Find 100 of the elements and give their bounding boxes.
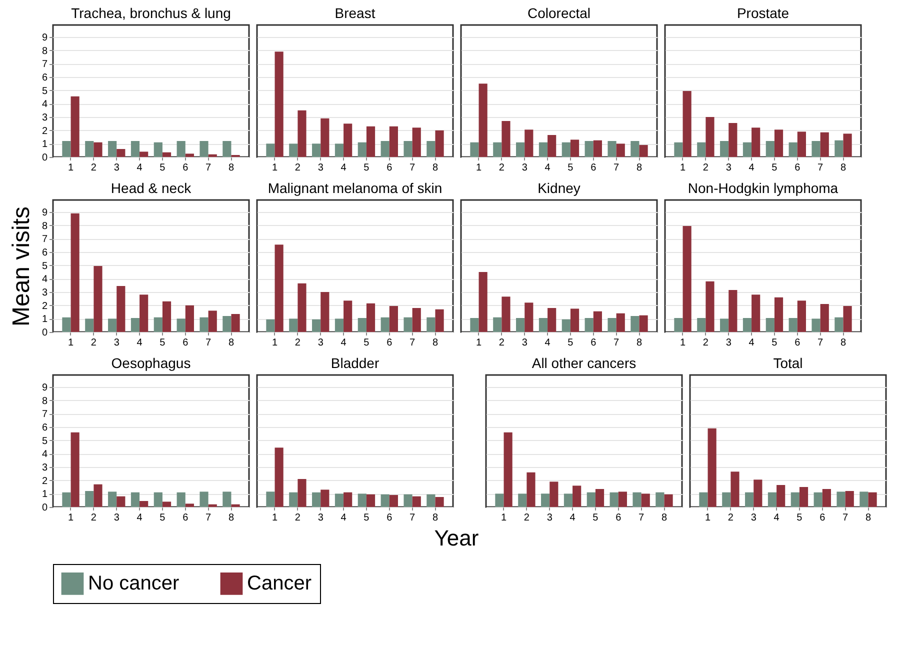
chart-title: Malignant melanoma of skin	[268, 180, 442, 196]
bar	[470, 142, 479, 157]
x-tick-label: 6	[820, 512, 826, 524]
x-tick-label: 2	[294, 338, 301, 348]
bar	[435, 130, 444, 157]
bar	[550, 482, 558, 507]
bar	[140, 294, 148, 332]
bar	[426, 494, 436, 507]
y-tick-label: 8	[42, 220, 48, 232]
x-tick-label: 3	[522, 162, 528, 174]
bar	[130, 492, 140, 507]
bar	[162, 152, 172, 157]
bar	[478, 84, 488, 157]
bar	[358, 494, 366, 507]
bar	[674, 142, 683, 157]
bar	[344, 300, 352, 332]
x-tick-label: 6	[182, 338, 189, 348]
bar	[358, 318, 366, 332]
bar	[320, 292, 330, 332]
bar	[298, 283, 306, 332]
bar	[320, 118, 330, 157]
bar	[176, 492, 186, 507]
x-tick-label: 3	[726, 338, 732, 348]
x-tick-label: 3	[114, 162, 120, 174]
x-tick-label: 2	[702, 162, 709, 174]
bar	[312, 144, 321, 157]
x-tick-label: 5	[364, 162, 370, 174]
bar	[730, 472, 740, 507]
bar	[108, 141, 117, 157]
bar	[752, 128, 760, 157]
bar	[526, 472, 536, 507]
bar	[404, 141, 412, 157]
x-tick-label: 2	[294, 512, 301, 524]
x-tick-label: 5	[592, 512, 599, 524]
y-tick-label: 7	[42, 409, 48, 420]
bar	[639, 315, 648, 332]
bar	[70, 213, 80, 332]
bar	[208, 504, 217, 507]
bar	[728, 123, 738, 157]
bar	[320, 490, 330, 507]
y-tick-label: 7	[42, 234, 48, 246]
bar	[85, 141, 94, 157]
x-tick-label: 2	[90, 338, 97, 348]
x-tick-label: 7	[410, 512, 416, 524]
bar	[518, 494, 527, 507]
bar	[222, 141, 232, 157]
x-tick-label: 8	[636, 338, 642, 348]
x-tick-label: 1	[272, 512, 278, 524]
chart-title: Breast	[334, 5, 376, 21]
bar	[776, 485, 786, 507]
x-tick-label: 2	[498, 338, 505, 348]
y-tick-label: 6	[42, 422, 48, 434]
bar	[820, 304, 829, 332]
x-tick-label: 6	[794, 338, 801, 348]
bar	[62, 141, 71, 157]
bar	[754, 480, 762, 507]
bar	[548, 308, 556, 332]
bar	[720, 318, 729, 332]
chart-title: Kidney	[538, 180, 580, 196]
x-tick-label: 8	[661, 512, 668, 524]
bar	[404, 494, 412, 507]
bar	[538, 142, 548, 157]
legend-label: No cancer	[88, 572, 180, 595]
bar	[766, 318, 774, 332]
x-tick-label: 4	[570, 512, 576, 524]
bar	[116, 286, 126, 332]
bar	[435, 497, 444, 507]
y-tick-label: 4	[42, 274, 48, 286]
bar	[860, 492, 868, 507]
x-tick-label: 4	[748, 338, 755, 348]
bar	[70, 96, 80, 157]
bar	[274, 448, 284, 507]
y-tick-label: 2	[42, 300, 48, 312]
bar	[154, 142, 162, 157]
bar	[608, 318, 616, 332]
bar	[154, 317, 162, 332]
bar	[812, 141, 820, 157]
x-tick-label: 3	[318, 338, 324, 348]
bar	[344, 492, 352, 507]
x-tick-label: 1	[500, 512, 507, 524]
bar	[266, 319, 275, 332]
x-tick-label: 4	[544, 338, 551, 348]
x-tick-label: 4	[748, 162, 755, 174]
x-tick-label: 1	[272, 338, 278, 348]
bar	[788, 318, 798, 332]
bar	[708, 428, 716, 507]
bar	[176, 318, 186, 332]
bar	[774, 130, 784, 157]
x-tick-label: 7	[410, 338, 416, 348]
x-tick-label: 3	[726, 162, 732, 174]
bar	[231, 314, 240, 332]
y-tick-label: 1	[42, 139, 48, 150]
bar	[790, 492, 800, 507]
bar	[618, 492, 627, 507]
bar	[595, 489, 604, 507]
x-tick-label: 6	[182, 512, 189, 524]
x-tick-label: 6	[386, 162, 393, 174]
x-tick-label: 1	[68, 512, 74, 524]
bar	[836, 492, 846, 507]
chart-title: All other cancers	[532, 355, 636, 371]
